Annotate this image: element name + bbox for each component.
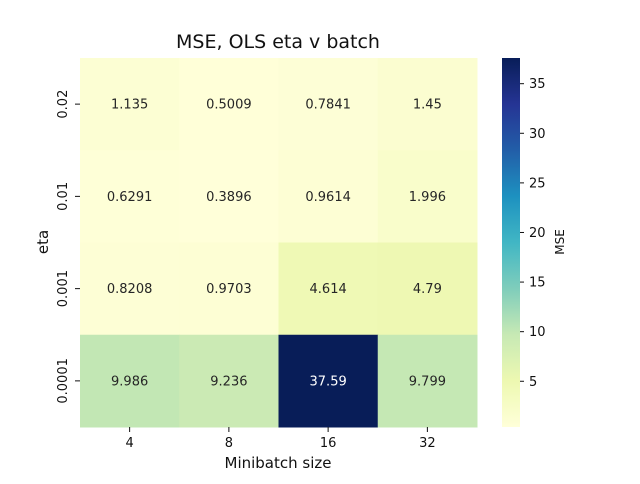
colorbar-tick-label: 25 xyxy=(529,176,546,191)
cell-value-label: 9.236 xyxy=(210,374,247,389)
cell-value-label: 0.7841 xyxy=(305,98,351,113)
heatmap-cell xyxy=(377,242,478,336)
cell-value-label: 37.59 xyxy=(310,374,347,389)
cell-value-label: 1.45 xyxy=(413,98,442,113)
heatmap-cell xyxy=(179,334,279,428)
heatmap-cells: 1.135 0.5009 0.7841 1.45 0.6291 0.3896 0.9614 1… xyxy=(80,58,478,428)
heatmap-cell xyxy=(377,58,478,151)
cell-value-label: 0.9614 xyxy=(305,190,351,205)
heatmap-cell xyxy=(179,150,279,243)
cell-value-label: 9.986 xyxy=(111,374,148,389)
heatmap-cell xyxy=(80,334,180,428)
heatmap-cell xyxy=(179,58,279,151)
cell-value-label: 0.9703 xyxy=(206,282,252,297)
heatmap-cell xyxy=(278,150,379,243)
heatmap-cell xyxy=(80,58,180,151)
colorbar-tick-label: 5 xyxy=(529,375,537,390)
cell-value-label: 1.996 xyxy=(409,190,446,205)
cell-value-label: 0.3896 xyxy=(206,190,252,205)
heatmap-cell xyxy=(179,242,279,336)
colorbar-tick-label: 20 xyxy=(529,226,546,241)
colorbar-label: MSE xyxy=(553,229,567,255)
y-tick-label: 0.001 xyxy=(56,270,71,307)
cell-value-label: 4.79 xyxy=(413,282,442,297)
heatmap-cell xyxy=(377,150,478,243)
x-axis: 4 8 16 32 xyxy=(125,427,436,451)
heatmap-cell xyxy=(80,242,180,336)
colorbar-tick-label: 35 xyxy=(529,77,546,92)
y-tick-label: 0.0001 xyxy=(56,358,71,404)
colorbar: 5 10 15 20 25 30 35 xyxy=(502,58,546,427)
cell-value-label: 0.5009 xyxy=(206,98,252,113)
y-tick-label: 0.02 xyxy=(56,90,71,119)
colorbar-tick-label: 30 xyxy=(529,127,546,142)
colorbar-tick-label: 10 xyxy=(529,325,546,340)
chart-title: MSE, OLS eta v batch xyxy=(176,31,380,53)
heatmap-cell xyxy=(80,150,180,243)
y-axis-label: eta xyxy=(34,230,52,254)
colorbar-gradient xyxy=(502,58,520,427)
colorbar-tick-label: 15 xyxy=(529,276,546,291)
cell-value-label: 9.799 xyxy=(409,374,446,389)
cell-value-label: 0.6291 xyxy=(107,190,153,205)
y-axis: 0.02 0.01 0.001 0.0001 xyxy=(56,90,80,404)
x-tick-label: 4 xyxy=(125,436,133,451)
x-axis-label: Minibatch size xyxy=(225,454,332,472)
cell-value-label: 1.135 xyxy=(111,98,148,113)
x-tick-label: 32 xyxy=(419,436,436,451)
x-tick-label: 16 xyxy=(320,436,337,451)
cell-value-label: 4.614 xyxy=(310,282,347,297)
heatmap-cell xyxy=(278,334,379,428)
x-tick-label: 8 xyxy=(225,436,233,451)
heatmap-cell xyxy=(377,334,478,428)
heatmap-cell xyxy=(278,58,379,151)
cell-value-label: 0.8208 xyxy=(107,282,153,297)
heatmap-cell xyxy=(278,242,379,336)
y-tick-label: 0.01 xyxy=(56,182,71,211)
